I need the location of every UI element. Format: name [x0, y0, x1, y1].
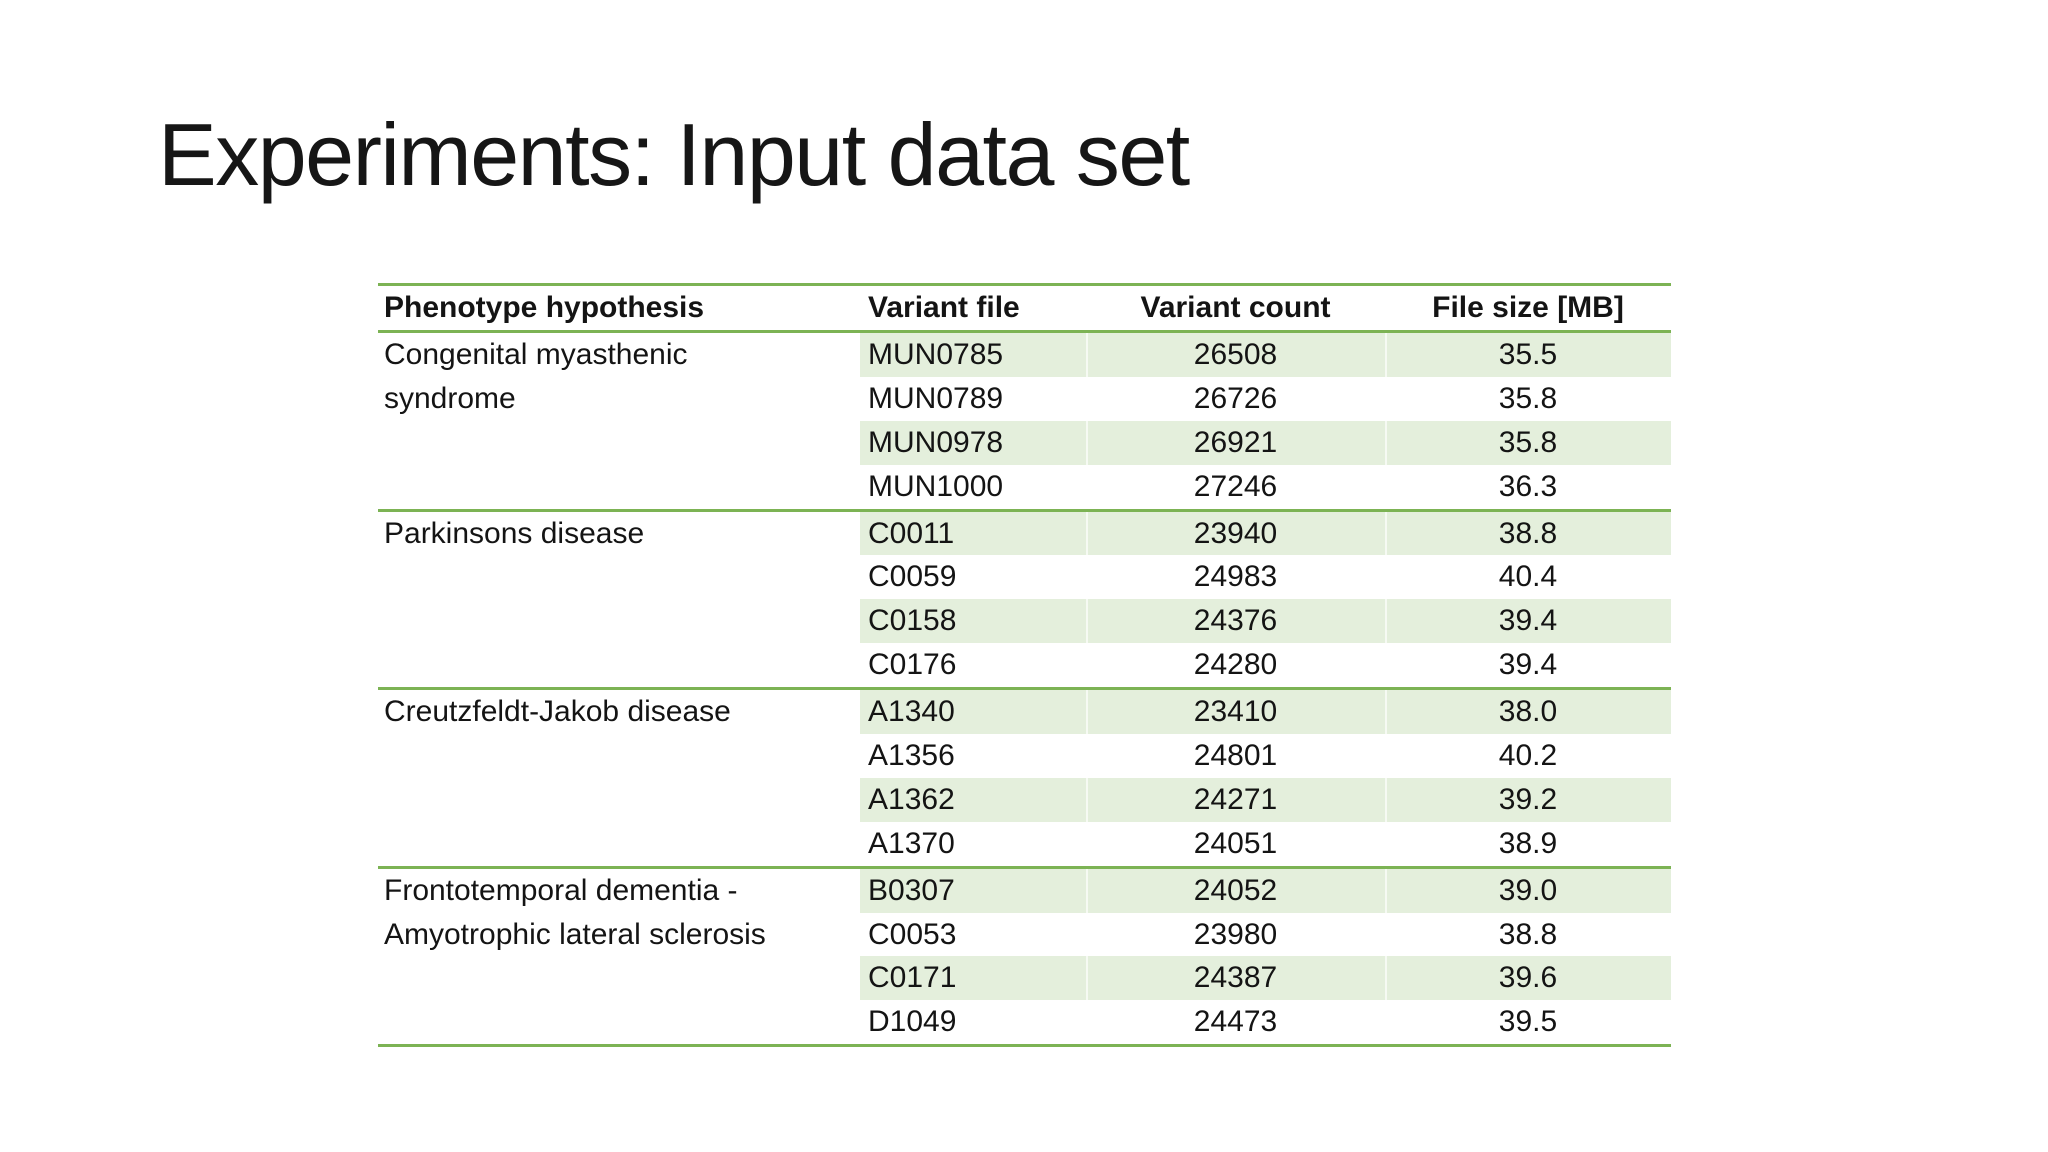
cell-file: MUN1000	[868, 469, 1004, 503]
phenotype-group: Creutzfeldt-Jakob disease A1340 23410 38.0…	[378, 690, 1671, 869]
phenotype-cell: Creutzfeldt-Jakob disease	[384, 695, 731, 729]
cell-file: MUN0789	[868, 381, 1004, 415]
cell-count: 26508	[1086, 333, 1385, 377]
cell-size: 38.9	[1498, 826, 1558, 860]
cell-size: 35.5	[1385, 333, 1671, 377]
cell-size: 35.8	[1498, 381, 1558, 415]
cell-size: 35.8	[1385, 420, 1671, 465]
cell-file: A1356	[868, 739, 955, 773]
cell-size: 38.8	[1385, 511, 1671, 556]
cell-file: MUN0785	[860, 333, 1086, 377]
cell-size: 40.4	[1498, 560, 1558, 594]
cell-count: 24052	[1086, 868, 1385, 913]
cell-count: 24983	[1193, 560, 1278, 594]
column-header-file-size: File size [MB]	[1432, 291, 1624, 324]
cell-size: 39.4	[1385, 599, 1671, 644]
cell-file: C0011	[860, 511, 1086, 556]
cell-file: C0158	[860, 599, 1086, 644]
cell-size: 39.4	[1498, 648, 1558, 682]
cell-count: 24271	[1086, 777, 1385, 822]
cell-file: C0171	[860, 956, 1086, 1001]
cell-size: 36.3	[1498, 469, 1558, 503]
cell-file: B0307	[860, 868, 1086, 913]
cell-file: A1340	[860, 690, 1086, 735]
phenotype-group: Frontotemporal dementia - Amyotrophic la…	[378, 868, 1671, 1048]
cell-file: C0053	[868, 917, 957, 951]
input-dataset-table: Phenotype hypothesis Variant file Varian…	[378, 283, 1671, 1048]
cell-count: 23410	[1086, 690, 1385, 735]
column-header-variant-file: Variant file	[868, 291, 1020, 324]
cell-size: 39.2	[1385, 777, 1671, 822]
cell-count: 24051	[1193, 826, 1278, 860]
phenotype-cell: Frontotemporal dementia - Amyotrophic la…	[384, 873, 766, 951]
phenotype-group: Parkinsons disease C0011 23940 38.8 C0059 24…	[378, 511, 1671, 691]
cell-count: 24280	[1193, 648, 1278, 682]
slide-title: Experiments: Input data set	[158, 105, 1190, 204]
phenotype-group: Congenital myasthenic syndrome MUN0785 26…	[378, 333, 1671, 512]
phenotype-cell: Congenital myasthenic syndrome	[384, 338, 688, 415]
cell-file: D1049	[868, 1005, 957, 1039]
cell-size: 39.0	[1385, 868, 1671, 913]
cell-count: 23980	[1193, 917, 1278, 951]
cell-file: C0059	[868, 560, 957, 594]
table-body: Congenital myasthenic syndrome MUN0785 26…	[378, 333, 1671, 1048]
cell-size: 38.0	[1385, 690, 1671, 735]
cell-count: 24801	[1193, 739, 1278, 773]
phenotype-cell: Parkinsons disease	[384, 516, 645, 550]
cell-file: C0176	[868, 648, 957, 682]
column-header-phenotype: Phenotype hypothesis	[384, 291, 705, 324]
cell-file: MUN0978	[860, 420, 1086, 465]
table-header-row: Phenotype hypothesis Variant file Varian…	[378, 283, 1671, 333]
cell-file: A1370	[868, 826, 955, 860]
cell-count: 24376	[1086, 599, 1385, 644]
cell-count: 26726	[1193, 381, 1278, 415]
cell-size: 40.2	[1498, 739, 1558, 773]
cell-size: 39.5	[1498, 1005, 1558, 1039]
cell-file: A1362	[860, 777, 1086, 822]
cell-count: 26921	[1086, 420, 1385, 465]
cell-count: 24473	[1193, 1005, 1278, 1039]
cell-size: 39.6	[1385, 956, 1671, 1001]
column-header-variant-count: Variant count	[1140, 291, 1331, 324]
cell-count: 23940	[1086, 511, 1385, 556]
cell-count: 24387	[1086, 956, 1385, 1001]
cell-count: 27246	[1193, 469, 1278, 503]
cell-size: 38.8	[1498, 917, 1558, 951]
